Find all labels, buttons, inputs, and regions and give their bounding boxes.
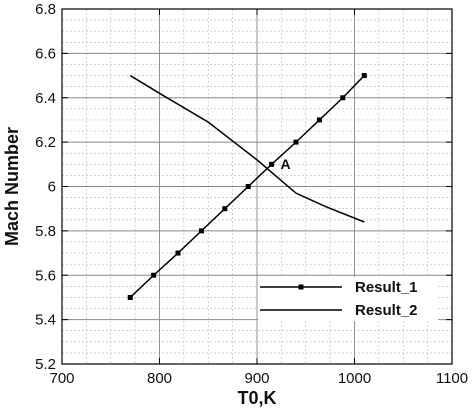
data-point: [198, 228, 204, 234]
legend-box: [258, 277, 438, 321]
y-tick-label: 6.8: [35, 1, 56, 18]
annotation-a: A: [280, 156, 290, 172]
series-layer: [127, 73, 367, 300]
y-tick-label: 5.6: [35, 267, 56, 284]
data-point: [127, 294, 133, 300]
x-tick-label: 1100: [436, 370, 468, 387]
x-tick-label: 800: [147, 370, 172, 387]
x-tick-label: 1000: [338, 370, 371, 387]
y-tick-label: 5.8: [35, 223, 56, 240]
y-tick-label: 6.4: [35, 90, 56, 107]
y-tick-labels: 5.2 5.4 5.6 5.8 6 6.2 6.4 6.6 6.8: [35, 1, 56, 373]
data-point: [222, 206, 228, 212]
y-tick-label: 5.4: [35, 312, 56, 329]
x-tick-label: 900: [244, 370, 269, 387]
x-axis-title: T0,K: [237, 388, 276, 408]
data-point: [245, 184, 251, 189]
x-tick-labels: 700 800 900 1000 1100: [49, 370, 468, 387]
series-line-2: [129, 74, 365, 223]
legend-marker-result-1: [298, 284, 304, 290]
tick-marks: [61, 8, 453, 365]
data-point: [316, 117, 322, 123]
legend-label-result-2: Result_2: [355, 302, 418, 319]
x-tick-label: 700: [49, 370, 74, 387]
data-point: [175, 250, 181, 256]
data-point: [293, 139, 299, 145]
y-tick-label: 6.2: [35, 134, 56, 151]
y-tick-label: 5.2: [35, 356, 56, 373]
data-point: [269, 161, 275, 167]
y-axis-title: Mach Number: [2, 127, 22, 246]
data-point: [340, 95, 346, 101]
y-tick-label: 6.6: [35, 45, 56, 62]
legend-label-result-1: Result_1: [355, 279, 418, 296]
data-point: [151, 272, 157, 278]
data-point: [361, 73, 367, 79]
y-tick-label: 6: [48, 179, 56, 196]
legend: Result_1 Result_2: [258, 277, 438, 321]
